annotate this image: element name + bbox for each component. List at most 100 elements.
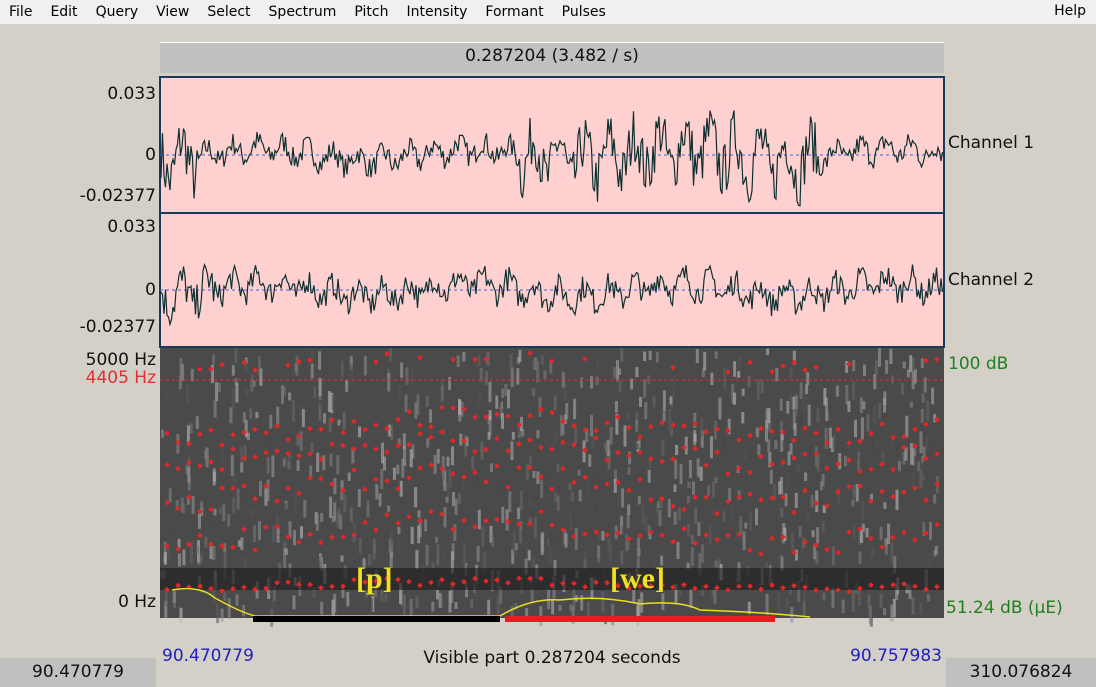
texture xyxy=(436,545,439,566)
texture xyxy=(533,471,536,478)
texture xyxy=(598,531,601,540)
texture xyxy=(350,507,353,521)
texture xyxy=(790,368,793,378)
texture xyxy=(755,508,758,525)
texture xyxy=(252,436,255,458)
texture xyxy=(935,546,938,554)
texture xyxy=(495,396,498,409)
texture xyxy=(332,395,335,410)
texture xyxy=(470,599,473,608)
texture xyxy=(861,501,864,519)
texture xyxy=(854,420,857,438)
texture xyxy=(358,426,361,437)
texture xyxy=(512,432,515,440)
texture xyxy=(436,590,439,599)
texture xyxy=(481,527,484,547)
texture xyxy=(882,354,885,373)
texture xyxy=(809,444,812,460)
texture xyxy=(521,530,524,542)
texture xyxy=(532,557,535,569)
texture xyxy=(677,542,680,559)
texture xyxy=(336,455,339,474)
texture xyxy=(429,409,432,423)
texture xyxy=(811,495,814,507)
texture xyxy=(455,499,458,515)
texture xyxy=(358,489,361,507)
texture xyxy=(311,363,314,378)
amplitude-max: 0.033 xyxy=(40,84,156,104)
texture xyxy=(536,430,539,438)
texture xyxy=(167,547,170,560)
texture xyxy=(435,537,438,543)
texture xyxy=(497,480,500,495)
texture xyxy=(712,482,715,498)
texture xyxy=(379,494,382,507)
texture xyxy=(807,512,810,522)
texture xyxy=(790,463,793,481)
texture xyxy=(161,430,164,438)
texture xyxy=(852,517,855,524)
texture xyxy=(847,401,850,412)
texture xyxy=(213,468,216,485)
texture xyxy=(375,484,378,499)
texture xyxy=(222,504,225,521)
texture xyxy=(636,605,639,626)
texture xyxy=(559,605,562,611)
texture xyxy=(614,479,617,493)
status-left[interactable]: 90.470779 xyxy=(0,658,156,687)
texture xyxy=(778,481,781,494)
texture xyxy=(300,526,303,538)
texture xyxy=(596,377,599,386)
texture xyxy=(477,355,480,366)
texture xyxy=(313,387,316,398)
texture xyxy=(674,512,677,525)
texture xyxy=(439,493,442,514)
annotation: [p] xyxy=(356,562,393,596)
texture xyxy=(238,540,241,546)
texture xyxy=(488,432,491,440)
texture xyxy=(804,472,807,481)
texture xyxy=(554,395,557,410)
texture xyxy=(656,424,659,442)
texture xyxy=(718,398,721,420)
texture xyxy=(373,538,376,553)
texture xyxy=(873,405,876,425)
texture xyxy=(588,454,591,467)
texture xyxy=(774,440,777,449)
texture xyxy=(620,349,623,362)
amplitude-min: -0.02377 xyxy=(40,186,156,206)
texture xyxy=(529,500,532,508)
texture xyxy=(269,415,272,429)
texture xyxy=(661,439,664,456)
cursor-frequency: 4405 Hz xyxy=(40,368,156,388)
frequency-bottom: 0 Hz xyxy=(40,592,156,612)
texture xyxy=(803,601,806,616)
texture xyxy=(461,480,464,492)
texture xyxy=(180,608,183,624)
texture xyxy=(852,500,855,507)
texture xyxy=(808,405,811,426)
status-right[interactable]: 310.076824 xyxy=(946,658,1096,687)
texture xyxy=(459,434,462,446)
texture xyxy=(744,447,747,461)
texture xyxy=(242,605,245,617)
texture xyxy=(644,515,647,531)
texture xyxy=(663,412,666,421)
texture xyxy=(303,500,306,518)
texture xyxy=(853,525,856,539)
texture xyxy=(876,375,879,383)
texture xyxy=(426,438,429,447)
texture xyxy=(590,415,593,437)
texture xyxy=(715,351,718,358)
amplitude-zero: 0 xyxy=(40,145,156,165)
texture xyxy=(234,349,237,363)
texture xyxy=(794,423,797,436)
texture xyxy=(293,595,296,609)
texture xyxy=(294,363,297,372)
annotation: [we] xyxy=(610,562,665,596)
texture xyxy=(279,460,282,468)
texture xyxy=(437,449,440,464)
texture xyxy=(338,509,341,526)
texture xyxy=(343,413,346,430)
texture xyxy=(333,478,336,494)
